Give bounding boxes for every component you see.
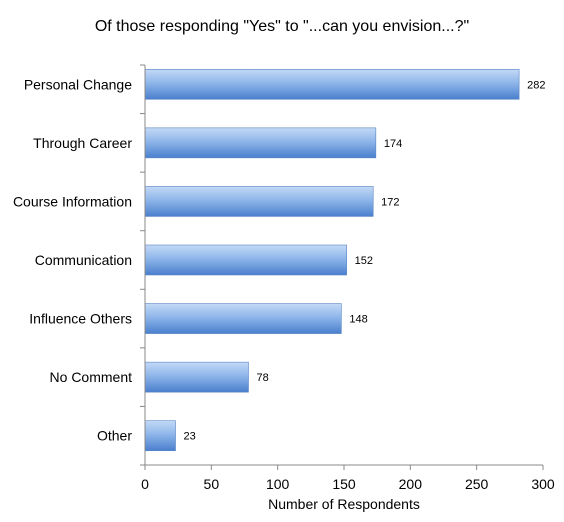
bar (144, 127, 377, 159)
axes (140, 64, 544, 470)
bar (144, 186, 374, 217)
bar (144, 420, 176, 452)
data-label: 148 (349, 314, 367, 326)
x-tick-label: 300 (531, 476, 555, 492)
x-tick-label: 0 (141, 476, 149, 492)
data-label: 174 (384, 138, 402, 150)
data-label: 172 (381, 196, 399, 208)
bar (144, 244, 347, 276)
labels: 282 Personal Change 174 Through Career 172 Co… (13, 76, 555, 512)
category-label: Influence Others (29, 311, 132, 327)
category-label: Course Information (13, 193, 132, 209)
data-label: 152 (355, 255, 373, 267)
category-label: Communication (35, 252, 132, 268)
x-tick-label: 100 (266, 476, 290, 492)
chart-title: Of those responding "Yes" to "...can you… (94, 18, 470, 35)
category-label: Personal Change (24, 76, 132, 92)
category-label: Other (97, 428, 132, 444)
bars (144, 68, 520, 452)
data-label: 282 (527, 79, 545, 91)
x-tick-label: 200 (399, 476, 423, 492)
x-tick-label: 250 (465, 476, 489, 492)
x-axis-title: Number of Respondents (268, 496, 420, 512)
bar (144, 361, 249, 393)
x-tick-label: 150 (332, 476, 356, 492)
data-label: 78 (256, 372, 268, 384)
data-label: 23 (184, 431, 196, 443)
category-label: Through Career (33, 135, 132, 151)
category-label: No Comment (50, 369, 133, 385)
x-tick-label: 50 (204, 476, 220, 492)
bar (144, 68, 520, 100)
bar (144, 303, 342, 334)
